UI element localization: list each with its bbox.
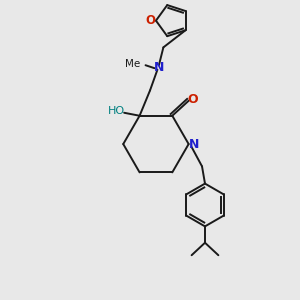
Text: HO: HO — [108, 106, 125, 116]
Text: Me: Me — [125, 59, 140, 69]
Text: O: O — [146, 14, 156, 27]
Text: N: N — [154, 61, 164, 74]
Text: O: O — [188, 93, 199, 106]
Text: N: N — [189, 138, 199, 151]
